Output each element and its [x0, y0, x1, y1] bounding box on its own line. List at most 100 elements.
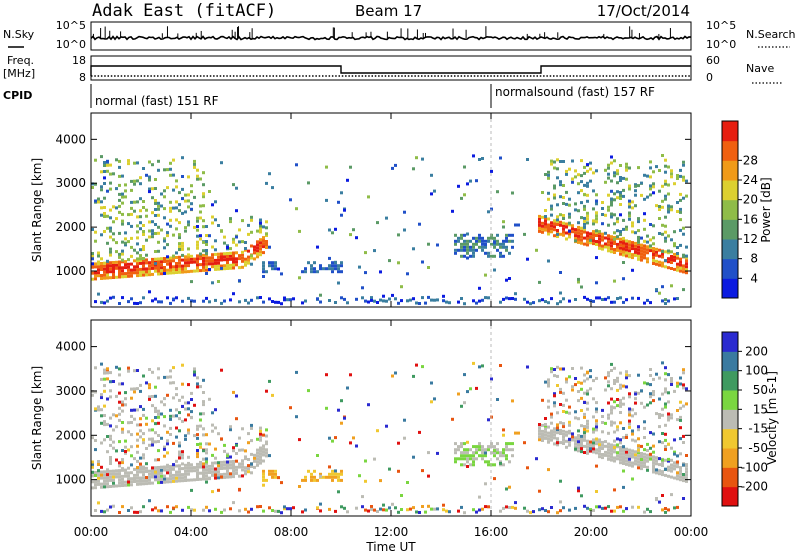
power-cell — [202, 268, 205, 272]
power-cell — [625, 298, 628, 302]
power-cell — [493, 245, 496, 249]
power-cell — [112, 205, 115, 209]
power-cell — [205, 252, 208, 255]
power-cell — [136, 200, 139, 204]
power-cell — [655, 253, 658, 257]
velocity-cell — [550, 367, 553, 371]
velocity-cell — [484, 482, 487, 486]
velocity-cell — [556, 511, 559, 515]
velocity-cell — [166, 442, 169, 446]
power-cell — [133, 259, 136, 263]
power-cell — [625, 168, 628, 172]
velocity-cell — [163, 447, 166, 451]
power-cell — [568, 229, 571, 233]
velocity-cell — [541, 436, 544, 439]
power-cell — [166, 262, 169, 266]
velocity-cell — [202, 391, 205, 394]
velocity-cell — [202, 468, 205, 472]
power-cell — [508, 239, 511, 243]
velocity-cell — [175, 426, 178, 430]
power-cell — [430, 298, 433, 302]
velocity-cell — [577, 440, 580, 444]
velocity-cell — [346, 510, 349, 514]
power-cell — [220, 264, 223, 268]
power-cell — [196, 254, 199, 258]
velocity-cell — [172, 366, 175, 370]
power-cell — [196, 266, 199, 270]
power-cell — [220, 252, 223, 256]
power-cell — [460, 245, 463, 249]
velocity-cell — [166, 505, 169, 509]
power-cell — [547, 229, 550, 233]
power-cell — [169, 206, 172, 210]
velocity-cell — [136, 423, 139, 427]
velocity-cell — [673, 450, 676, 454]
power-cell — [244, 257, 247, 261]
power-cell — [571, 224, 574, 228]
power-cell — [568, 212, 571, 216]
velocity-cell — [142, 441, 145, 445]
power-cell — [154, 208, 157, 211]
velocity-cell — [586, 445, 589, 449]
velocity-cell — [181, 405, 184, 408]
power-cell — [631, 296, 634, 300]
power-cell — [472, 299, 475, 303]
power-cell — [553, 228, 556, 232]
power-cell — [196, 234, 199, 238]
velocity-cell — [622, 469, 625, 473]
power-cell — [100, 185, 103, 189]
power-cell — [103, 196, 106, 200]
power-cell — [493, 240, 496, 244]
power-cell — [388, 297, 391, 301]
velocity-cell — [130, 480, 133, 484]
power-cell — [640, 193, 643, 197]
power-cell — [121, 258, 124, 262]
velocity-cell — [169, 468, 172, 471]
velocity-cell — [460, 451, 463, 455]
power-cell — [181, 244, 184, 248]
velocity-cell — [109, 437, 112, 441]
power-cell — [334, 267, 337, 271]
power-cell — [331, 231, 334, 235]
power-cell — [127, 268, 130, 272]
power-cell — [643, 218, 646, 222]
velocity-cell — [538, 435, 541, 439]
power-cell — [658, 232, 661, 235]
power-cell — [475, 179, 478, 183]
velocity-cell — [343, 416, 346, 420]
power-cell — [679, 257, 682, 261]
power-cell — [301, 301, 304, 305]
power-cell — [556, 235, 559, 238]
power-cell — [562, 221, 565, 225]
velocity-cell — [628, 448, 631, 452]
power-cell — [190, 190, 193, 194]
power-cell — [166, 243, 169, 247]
power-cell — [124, 195, 127, 199]
power-cell — [157, 159, 160, 163]
velocity-cell — [313, 475, 316, 479]
power-cell — [592, 189, 595, 193]
power-cell — [265, 232, 268, 236]
velocity-cell — [649, 374, 652, 377]
velocity-cell — [682, 441, 685, 444]
power-cell — [598, 237, 601, 241]
power-cell — [637, 296, 640, 300]
power-cell — [469, 179, 472, 183]
velocity-cell — [157, 376, 160, 380]
power-cell — [469, 245, 472, 249]
power-cell — [238, 266, 241, 270]
velocity-cell — [607, 380, 610, 384]
power-cell — [487, 236, 490, 240]
power-cell — [118, 165, 121, 169]
velocity-cell — [562, 442, 565, 445]
power-cell — [565, 202, 568, 206]
power-cell — [454, 248, 457, 252]
power-cell — [595, 229, 598, 233]
power-cell — [187, 296, 190, 300]
velocity-cell — [136, 510, 139, 514]
velocity-cell — [547, 440, 550, 444]
power-cell — [604, 180, 607, 184]
power-cell — [121, 260, 124, 264]
power-cell — [238, 257, 241, 261]
power-cell — [604, 236, 607, 240]
